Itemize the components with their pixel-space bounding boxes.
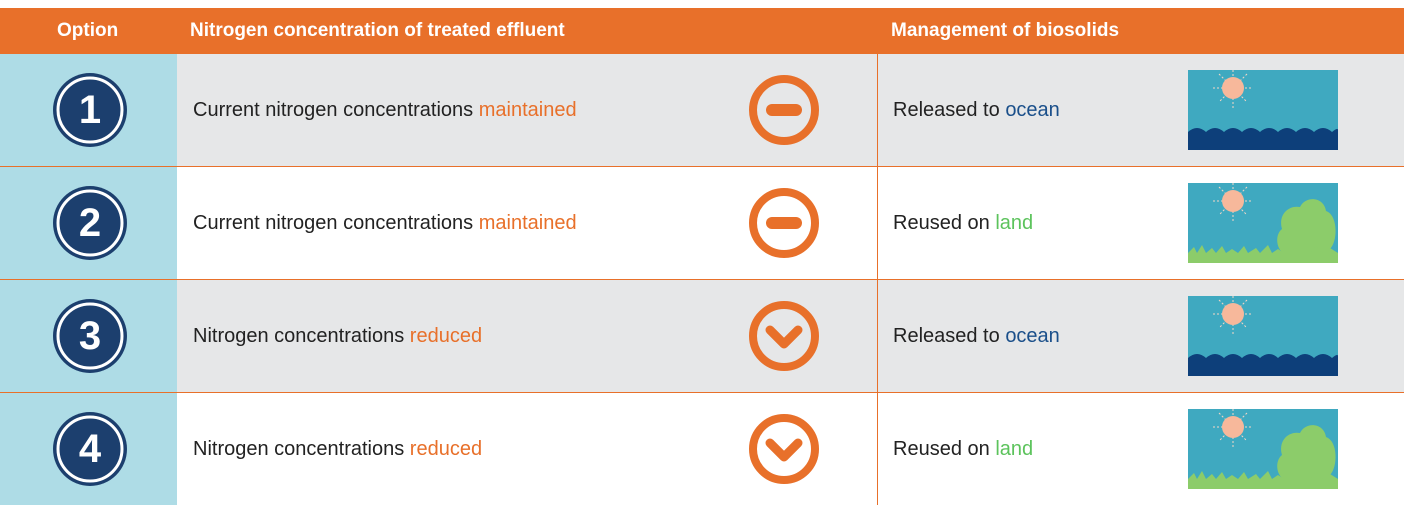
- nitrogen-text: Nitrogen concentrations reduced: [193, 393, 482, 505]
- option-badge: 1: [51, 71, 129, 149]
- biosolids-text: Released to ocean: [893, 54, 1060, 166]
- biosolids-text: Released to ocean: [893, 280, 1060, 392]
- option-cell: 2: [0, 167, 177, 279]
- header-nitrogen: Nitrogen concentration of treated efflue…: [190, 20, 565, 41]
- nitrogen-text: Current nitrogen concentrations maintain…: [193, 54, 577, 166]
- land-scene: [1188, 183, 1338, 263]
- biosolids-text: Reused on land: [893, 167, 1033, 279]
- highlight: ocean: [1005, 99, 1060, 121]
- option-number: 1: [78, 88, 102, 132]
- text: Released to: [893, 99, 1000, 121]
- highlight: land: [995, 212, 1034, 234]
- highlight: reduced: [409, 438, 483, 460]
- down-icon: [748, 413, 820, 485]
- column-divider: [877, 54, 878, 505]
- nitrogen-text: Current nitrogen concentrations maintain…: [193, 167, 577, 279]
- row: 3 Nitrogen concentrations reduced Releas…: [0, 280, 1404, 393]
- row: 2 Current nitrogen concentrations mainta…: [0, 167, 1404, 280]
- text: Nitrogen concentrations: [193, 438, 405, 460]
- text: Nitrogen concentrations: [193, 325, 405, 347]
- header-row: Option Nitrogen concentration of treated…: [0, 8, 1404, 54]
- minus-icon: [748, 74, 820, 146]
- text: Current nitrogen concentrations: [193, 212, 474, 234]
- option-cell: 1: [0, 54, 177, 166]
- option-number: 4: [78, 427, 102, 471]
- header-biosolids: Management of biosolids: [891, 20, 1120, 41]
- highlight: maintained: [478, 212, 577, 234]
- down-icon: [748, 300, 820, 372]
- highlight: ocean: [1005, 325, 1060, 347]
- highlight: reduced: [409, 325, 483, 347]
- ocean-scene: [1188, 70, 1338, 150]
- option-badge: 2: [51, 184, 129, 262]
- row: 1 Current nitrogen concentrations mainta…: [0, 54, 1404, 167]
- text: Reused on: [893, 438, 990, 460]
- highlight: land: [995, 438, 1034, 460]
- row: 4 Nitrogen concentrations reduced Reused…: [0, 393, 1404, 505]
- text: Reused on: [893, 212, 990, 234]
- land-scene: [1188, 409, 1338, 489]
- option-number: 2: [78, 201, 102, 245]
- biosolids-text: Reused on land: [893, 393, 1033, 505]
- option-number: 3: [78, 314, 102, 358]
- option-cell: 4: [0, 393, 177, 505]
- option-cell: 3: [0, 280, 177, 392]
- option-badge: 4: [51, 410, 129, 488]
- option-badge: 3: [51, 297, 129, 375]
- text: Released to: [893, 325, 1000, 347]
- ocean-scene: [1188, 296, 1338, 376]
- minus-icon: [748, 187, 820, 259]
- header-option: Option: [57, 20, 119, 41]
- text: Current nitrogen concentrations: [193, 99, 474, 121]
- nitrogen-text: Nitrogen concentrations reduced: [193, 280, 482, 392]
- highlight: maintained: [478, 99, 577, 121]
